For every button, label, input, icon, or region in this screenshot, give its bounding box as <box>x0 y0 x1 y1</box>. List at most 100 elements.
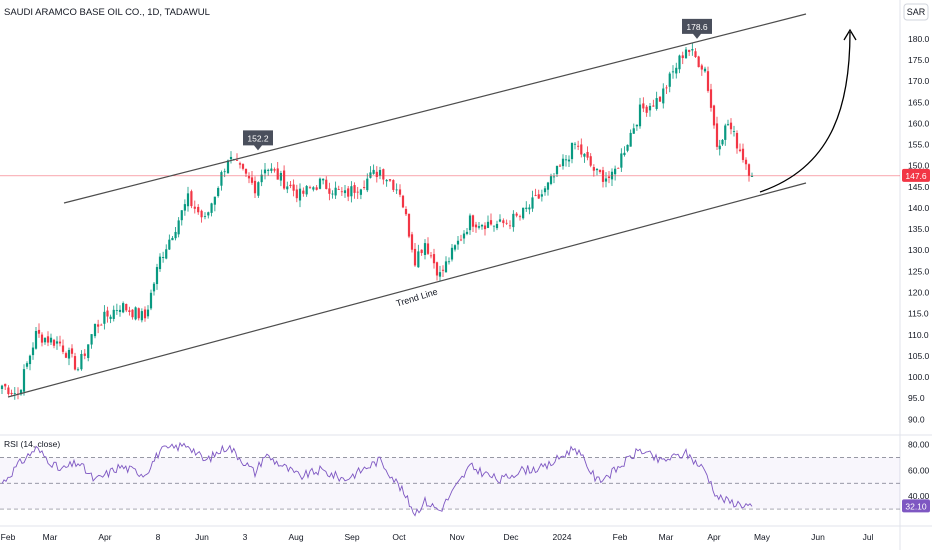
candle-body <box>315 187 318 190</box>
time-tick-label: Dec <box>503 532 519 542</box>
rsi-tick-label: 80.00 <box>908 439 930 449</box>
price-callout: 178.6 <box>682 18 712 39</box>
time-tick-label: Mar <box>43 532 58 542</box>
candle-body <box>298 188 302 201</box>
candle-body <box>28 355 32 365</box>
candle-body <box>583 153 586 157</box>
candle-body <box>118 309 122 312</box>
candle-body <box>462 233 466 239</box>
candle-body <box>325 179 328 189</box>
candle-body <box>620 153 623 168</box>
callout-label: 152.2 <box>247 133 269 143</box>
price-tick-label: 115.0 <box>908 309 929 319</box>
candle-body <box>0 385 4 390</box>
time-tick-label: Sep <box>344 532 359 542</box>
candle-body <box>658 96 662 102</box>
price-tick-label: 105.0 <box>908 351 930 361</box>
candle-body <box>483 225 487 230</box>
price-tick-label: 120.0 <box>908 288 930 298</box>
arrow-head <box>843 28 857 41</box>
time-tick-label: 2024 <box>553 532 572 542</box>
time-tick-label: 3 <box>243 532 248 542</box>
candle-body <box>168 239 171 250</box>
candle-body <box>140 311 143 321</box>
candle-body <box>340 191 343 193</box>
candle-body <box>447 261 451 263</box>
candle-body <box>694 51 697 58</box>
candle-body <box>322 178 325 181</box>
candle-body <box>193 206 196 209</box>
candle-body <box>681 55 684 59</box>
candle-body <box>10 392 13 395</box>
candle-body <box>31 347 35 356</box>
candle-body <box>286 186 289 190</box>
candle-body <box>19 389 23 395</box>
candle-body <box>353 185 356 193</box>
candle-body <box>267 169 270 171</box>
candle-body <box>253 180 257 194</box>
candle-body <box>223 171 226 173</box>
candle-body <box>525 207 528 209</box>
candle-body <box>128 310 131 312</box>
rsi-line <box>1 441 753 517</box>
rsi-tick-label: 60.00 <box>908 465 930 475</box>
candle-body <box>76 369 80 371</box>
candle-body <box>555 165 559 175</box>
candle-body <box>570 142 574 160</box>
candle-body <box>417 251 420 268</box>
candle-body <box>655 98 658 109</box>
candle-body <box>645 106 648 113</box>
candle-body <box>459 239 463 241</box>
candle-body <box>522 207 525 219</box>
candle-body <box>404 208 408 215</box>
candle-body <box>429 255 433 257</box>
candle-body <box>305 186 308 195</box>
candle-body <box>744 159 748 165</box>
rsi-label: RSI (14, close) <box>4 439 60 449</box>
candle-body <box>735 132 739 149</box>
candle-body <box>369 172 372 178</box>
candle-body <box>359 189 363 195</box>
candle-body <box>586 151 589 158</box>
candle-body <box>471 215 475 227</box>
candle-body <box>318 178 322 189</box>
callout-bubble <box>682 18 712 39</box>
candle-body <box>109 316 112 319</box>
callout-bubble <box>243 130 273 151</box>
candle-body <box>103 311 106 324</box>
candle-body <box>474 224 478 228</box>
candle-body <box>668 73 671 87</box>
candle-body <box>444 261 448 273</box>
candle-body <box>73 356 77 370</box>
candle-body <box>392 180 395 190</box>
time-tick-label: Nov <box>449 532 465 542</box>
currency-label: SAR <box>907 7 926 17</box>
candle-body <box>534 195 537 196</box>
candle-body <box>518 216 522 218</box>
candle-body <box>238 163 242 165</box>
price-tick-label: 90.0 <box>908 414 925 424</box>
candle-body <box>93 324 97 337</box>
callout-label: 178.6 <box>686 22 708 32</box>
candle-body <box>747 164 751 176</box>
candle-body <box>480 225 484 227</box>
candle-body <box>244 168 248 174</box>
candle-body <box>726 124 730 125</box>
candle-body <box>328 188 331 194</box>
currency-button[interactable] <box>903 3 929 21</box>
candle-body <box>158 256 162 270</box>
price-tick-label: 165.0 <box>908 97 930 107</box>
candle-body <box>312 187 315 190</box>
candle-body <box>528 207 531 210</box>
candle-body <box>162 257 165 259</box>
price-axis: 180.0 175.0 170.0 165.0 160.0 155.0 150.0 145.0… <box>902 34 930 513</box>
candle-body <box>220 172 223 186</box>
price-tick-label: 100.0 <box>908 372 930 382</box>
candle-body <box>691 49 694 51</box>
candle-body <box>343 190 347 194</box>
candle-body <box>432 254 436 264</box>
price-tick-label: 145.0 <box>908 182 930 192</box>
candle-body <box>577 145 580 147</box>
candle-body <box>450 247 454 260</box>
